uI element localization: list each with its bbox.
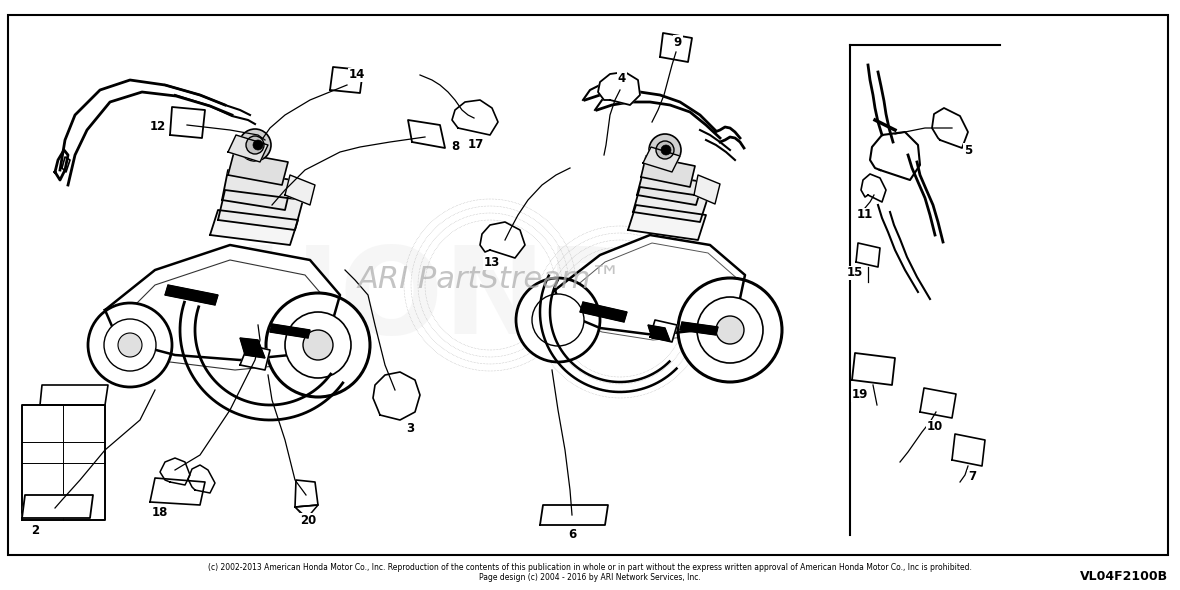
Text: 7: 7	[968, 470, 976, 483]
Text: HONDA: HONDA	[237, 241, 742, 359]
Polygon shape	[22, 495, 93, 518]
Text: 4: 4	[618, 71, 627, 84]
Circle shape	[118, 333, 142, 357]
Polygon shape	[628, 205, 706, 240]
Text: (c) 2002-2013 American Honda Motor Co., Inc. Reproduction of the contents of thi: (c) 2002-2013 American Honda Motor Co., …	[208, 563, 972, 572]
Polygon shape	[680, 322, 717, 335]
Polygon shape	[295, 480, 317, 507]
Polygon shape	[555, 235, 745, 335]
Polygon shape	[952, 434, 985, 466]
Polygon shape	[222, 170, 291, 210]
Text: 11: 11	[857, 208, 873, 221]
Polygon shape	[581, 302, 627, 322]
Text: 14: 14	[349, 68, 365, 81]
Text: Page design (c) 2004 - 2016 by ARI Network Services, Inc.: Page design (c) 2004 - 2016 by ARI Netwo…	[479, 573, 701, 582]
Polygon shape	[540, 505, 608, 525]
Text: 10: 10	[926, 421, 943, 434]
Text: 2: 2	[31, 523, 39, 536]
Polygon shape	[650, 320, 677, 342]
Circle shape	[88, 303, 172, 387]
Circle shape	[245, 136, 264, 154]
Circle shape	[253, 140, 263, 150]
Text: 3: 3	[406, 421, 414, 434]
Polygon shape	[870, 132, 920, 180]
Text: 8: 8	[451, 140, 459, 153]
Text: 19: 19	[852, 388, 868, 402]
Polygon shape	[286, 175, 315, 205]
Polygon shape	[22, 405, 105, 520]
Polygon shape	[240, 345, 270, 370]
Text: 20: 20	[300, 513, 316, 526]
Polygon shape	[240, 338, 266, 358]
Polygon shape	[373, 372, 420, 420]
Circle shape	[656, 141, 674, 159]
Polygon shape	[160, 458, 190, 485]
Circle shape	[716, 316, 745, 344]
Text: 5: 5	[964, 143, 972, 156]
Text: 18: 18	[152, 506, 169, 519]
Circle shape	[303, 330, 333, 360]
Polygon shape	[218, 190, 303, 230]
Polygon shape	[228, 152, 288, 185]
Circle shape	[697, 297, 763, 363]
Text: ARI PartStream™: ARI PartStream™	[358, 266, 622, 294]
Circle shape	[266, 293, 371, 397]
Polygon shape	[861, 174, 886, 202]
Polygon shape	[330, 67, 363, 93]
Text: 12: 12	[150, 120, 166, 133]
Polygon shape	[852, 353, 894, 385]
Polygon shape	[150, 478, 205, 505]
Polygon shape	[932, 108, 968, 148]
Polygon shape	[641, 156, 695, 187]
Polygon shape	[660, 33, 691, 62]
Polygon shape	[920, 388, 956, 418]
Text: 6: 6	[568, 529, 576, 542]
Polygon shape	[228, 135, 268, 162]
Polygon shape	[40, 385, 109, 405]
Text: VL04F2100B: VL04F2100B	[1080, 569, 1168, 582]
Polygon shape	[643, 147, 680, 172]
Circle shape	[678, 278, 782, 382]
Circle shape	[649, 134, 681, 166]
Polygon shape	[188, 465, 215, 493]
Circle shape	[532, 294, 584, 346]
Polygon shape	[408, 120, 445, 148]
Polygon shape	[165, 285, 218, 305]
Polygon shape	[648, 325, 670, 341]
Polygon shape	[480, 222, 525, 258]
Circle shape	[516, 278, 599, 362]
Polygon shape	[637, 172, 703, 205]
Text: 17: 17	[468, 139, 484, 152]
Text: 15: 15	[847, 267, 864, 280]
Polygon shape	[856, 243, 880, 267]
Circle shape	[661, 145, 671, 155]
Polygon shape	[598, 72, 640, 105]
Circle shape	[104, 319, 156, 371]
Polygon shape	[105, 245, 340, 360]
Polygon shape	[170, 107, 205, 138]
Circle shape	[240, 129, 271, 161]
Polygon shape	[210, 210, 299, 245]
Polygon shape	[694, 175, 720, 204]
Polygon shape	[270, 324, 310, 338]
Polygon shape	[632, 187, 708, 222]
Text: 13: 13	[484, 257, 500, 270]
Polygon shape	[295, 505, 317, 518]
Text: 9: 9	[674, 35, 682, 48]
Polygon shape	[452, 100, 498, 135]
Circle shape	[286, 312, 350, 378]
